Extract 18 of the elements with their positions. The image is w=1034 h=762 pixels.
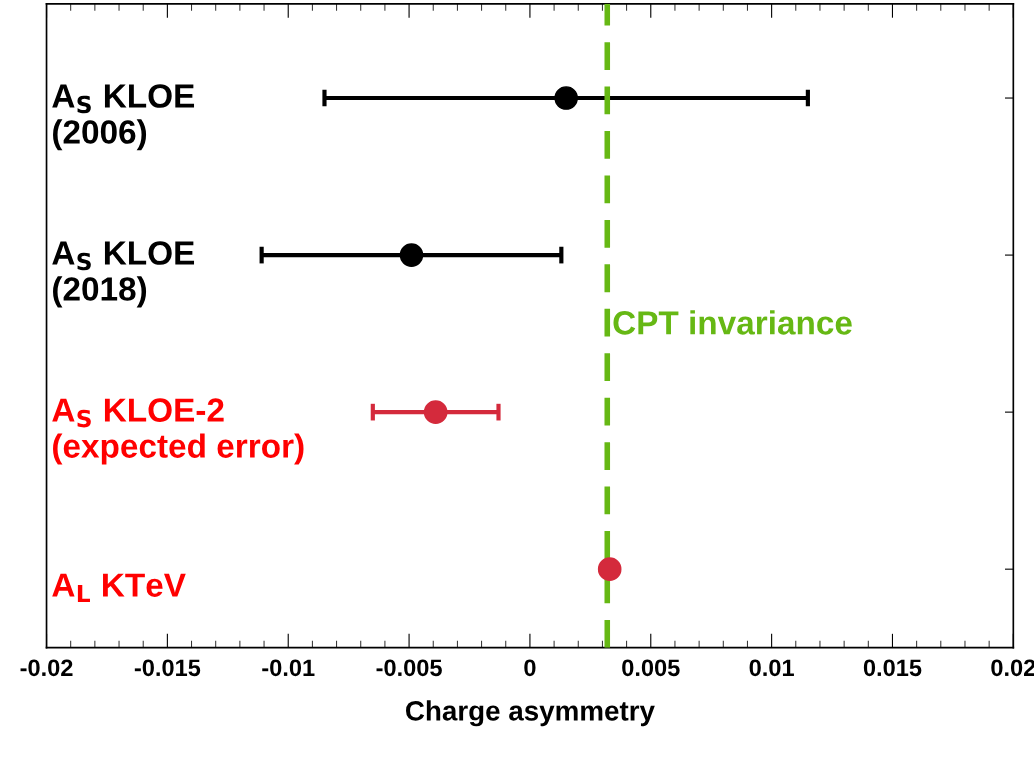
x-tick-label: -0.02 [20,659,73,677]
x-axis-title: Charge asymmetry [406,700,655,727]
point [423,400,448,424]
x-tick-label: 0.005 [622,659,680,677]
y-tick-label: A$_{L}$ KTeV [52,573,186,603]
point [399,243,424,267]
x-tick-label: 0.015 [863,659,922,677]
y-tick-label: A$_{S}$ KLOE (2006) [52,84,195,151]
y-tick-label: A$_{S}$ KLOE (2018) [52,241,195,308]
point [554,86,578,110]
x-tick-label: -0.005 [376,659,442,677]
ref-line-label: CPT invariance [613,310,852,335]
x-tick-label: -0.01 [262,659,315,677]
y-tick-label: A$_{S}$ KLOE-2 (expected error) [52,398,304,465]
x-tick-label: -0.015 [134,659,201,677]
point [597,557,622,581]
x-tick-label: 0.01 [749,659,794,677]
x-tick-label: 0 [524,659,536,677]
